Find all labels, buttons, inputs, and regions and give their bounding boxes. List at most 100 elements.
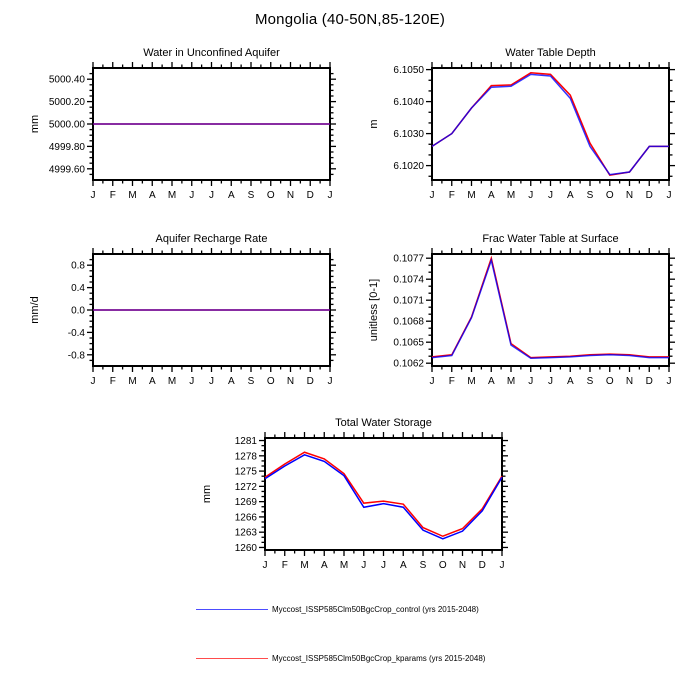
- svg-text:mm: mm: [201, 485, 213, 503]
- svg-text:5000.20: 5000.20: [49, 97, 86, 108]
- svg-text:N: N: [287, 376, 294, 387]
- svg-text:S: S: [248, 376, 255, 387]
- chart-aquifer-recharge-rate: 0.8 0.4 0.0 -0.4 -0.8 J F M A M J J A S O N D J Aquifer Re…: [28, 226, 340, 398]
- svg-text:J: J: [548, 190, 553, 201]
- legend: Myccost_ISSP585Clm50BgcCrop_control (yrs…: [196, 601, 485, 699]
- svg-text:J: J: [328, 190, 333, 201]
- svg-text:A: A: [321, 560, 328, 571]
- svg-text:M: M: [128, 376, 136, 387]
- svg-text:Frac Water Table at Surface: Frac Water Table at Surface: [482, 233, 618, 245]
- svg-text:5000.00: 5000.00: [49, 120, 86, 131]
- svg-text:F: F: [110, 190, 116, 201]
- svg-text:S: S: [587, 376, 594, 387]
- svg-text:0.4: 0.4: [71, 283, 85, 294]
- svg-text:O: O: [606, 376, 614, 387]
- svg-text:M: M: [467, 376, 475, 387]
- svg-text:N: N: [459, 560, 466, 571]
- svg-text:0.1077: 0.1077: [393, 254, 424, 265]
- svg-text:6.1040: 6.1040: [393, 97, 424, 108]
- svg-text:F: F: [449, 376, 455, 387]
- svg-text:Water in Unconfined Aquifer: Water in Unconfined Aquifer: [143, 47, 280, 59]
- svg-text:6.1050: 6.1050: [393, 65, 424, 76]
- svg-text:A: A: [488, 376, 495, 387]
- svg-text:1281: 1281: [235, 436, 258, 447]
- svg-text:J: J: [91, 190, 96, 201]
- legend-label-kparams: Myccost_ISSP585Clm50BgcCrop_kparams (yrs…: [272, 653, 486, 663]
- svg-text:J: J: [667, 190, 672, 201]
- svg-text:0.1065: 0.1065: [393, 338, 424, 349]
- svg-text:J: J: [209, 190, 214, 201]
- svg-text:1260: 1260: [235, 543, 258, 554]
- svg-text:6.1030: 6.1030: [393, 129, 424, 140]
- svg-text:J: J: [361, 560, 366, 571]
- svg-text:A: A: [149, 376, 156, 387]
- chart-total-water-storage: 1281 1278 1275 1272 1269 1266 1263 1260 J F M A M J J A…: [200, 410, 512, 582]
- svg-text:M: M: [340, 560, 348, 571]
- svg-text:J: J: [430, 376, 435, 387]
- svg-text:-0.4: -0.4: [68, 328, 86, 339]
- svg-text:1278: 1278: [235, 451, 258, 462]
- svg-text:J: J: [548, 376, 553, 387]
- svg-text:0.0: 0.0: [71, 306, 85, 317]
- svg-text:4999.60: 4999.60: [49, 164, 86, 175]
- svg-text:S: S: [248, 190, 255, 201]
- page-title: Mongolia (40-50N,85-120E): [254, 11, 446, 28]
- svg-text:N: N: [626, 376, 633, 387]
- svg-text:J: J: [189, 376, 194, 387]
- chart-water-in-unconfined-aquifer: 5000.40 5000.20 5000.00 4999.80 4999.60 J F M A M…: [28, 40, 340, 212]
- chart-frac-water-table-at-surface: 0.1077 0.1074 0.1071 0.1068 0.1065 0.1062 J F M A…: [367, 226, 679, 398]
- legend-label-control: Myccost_ISSP585Clm50BgcCrop_control (yrs…: [272, 604, 479, 614]
- legend-item-kparams: Myccost_ISSP585Clm50BgcCrop_kparams (yrs…: [196, 650, 485, 666]
- svg-text:F: F: [449, 190, 455, 201]
- svg-text:J: J: [189, 190, 194, 201]
- svg-text:M: M: [128, 190, 136, 201]
- svg-text:A: A: [149, 190, 156, 201]
- svg-text:J: J: [328, 376, 333, 387]
- svg-text:M: M: [168, 376, 176, 387]
- svg-text:0.1062: 0.1062: [393, 359, 424, 370]
- svg-text:1272: 1272: [235, 482, 258, 493]
- svg-text:D: D: [307, 190, 314, 201]
- svg-text:N: N: [287, 190, 294, 201]
- svg-text:A: A: [400, 560, 407, 571]
- svg-text:J: J: [430, 190, 435, 201]
- svg-text:D: D: [479, 560, 486, 571]
- svg-text:1269: 1269: [235, 497, 258, 508]
- svg-text:F: F: [282, 560, 288, 571]
- svg-text:O: O: [267, 190, 275, 201]
- svg-text:0.8: 0.8: [71, 261, 85, 272]
- svg-text:1275: 1275: [235, 467, 258, 478]
- chart-water-table-depth: 6.1050 6.1040 6.1030 6.1020 J F M A M J J A S O N D J Wat…: [367, 40, 679, 212]
- svg-text:6.1020: 6.1020: [393, 161, 424, 172]
- svg-text:S: S: [420, 560, 427, 571]
- svg-text:m: m: [368, 119, 380, 128]
- svg-text:J: J: [91, 376, 96, 387]
- svg-text:M: M: [507, 190, 515, 201]
- svg-text:mm: mm: [29, 115, 41, 133]
- svg-text:S: S: [587, 190, 594, 201]
- svg-text:D: D: [646, 376, 653, 387]
- svg-text:D: D: [646, 190, 653, 201]
- svg-text:0.1074: 0.1074: [393, 275, 424, 286]
- svg-text:A: A: [228, 190, 235, 201]
- svg-text:J: J: [381, 560, 386, 571]
- svg-text:A: A: [488, 190, 495, 201]
- legend-line-control-swatch: [196, 608, 268, 610]
- svg-text:M: M: [300, 560, 308, 571]
- svg-text:J: J: [528, 376, 533, 387]
- svg-text:J: J: [500, 560, 505, 571]
- svg-text:A: A: [228, 376, 235, 387]
- svg-text:unitless [0-1]: unitless [0-1]: [368, 279, 380, 341]
- svg-text:A: A: [567, 376, 574, 387]
- svg-text:M: M: [507, 376, 515, 387]
- svg-text:Aquifer Recharge Rate: Aquifer Recharge Rate: [156, 233, 268, 245]
- svg-text:Total Water Storage: Total Water Storage: [335, 417, 432, 429]
- svg-text:D: D: [307, 376, 314, 387]
- svg-text:M: M: [467, 190, 475, 201]
- svg-text:J: J: [528, 190, 533, 201]
- svg-text:5000.40: 5000.40: [49, 75, 86, 86]
- svg-text:1263: 1263: [235, 528, 258, 539]
- svg-text:4999.80: 4999.80: [49, 142, 86, 153]
- svg-text:O: O: [439, 560, 447, 571]
